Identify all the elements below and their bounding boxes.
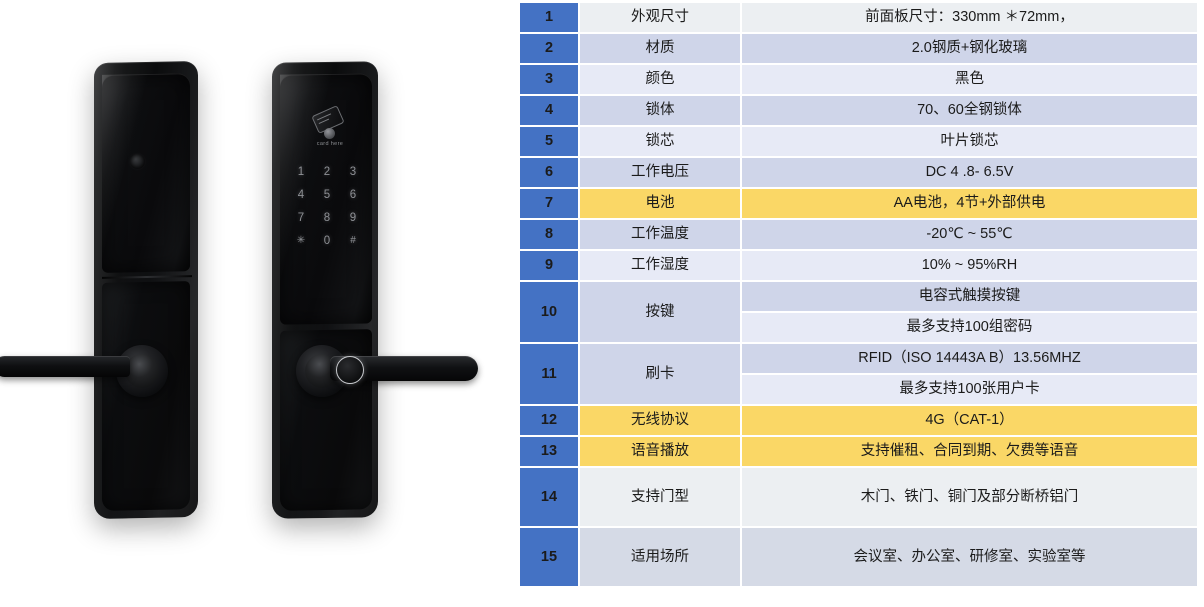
table-row: 8 工作温度 -20℃ ~ 55℃ (520, 220, 1199, 251)
row-number: 4 (520, 96, 580, 127)
row-number: 14 (520, 468, 580, 528)
key-9[interactable]: 9 (349, 212, 357, 224)
row-label: 外观尺寸 (580, 3, 742, 34)
row-number: 6 (520, 158, 580, 189)
row-label: 材质 (580, 34, 742, 65)
row-label: 工作电压 (580, 158, 742, 189)
specification-table: 1 外观尺寸 前面板尺寸：330mm ＊72mm， 2 材质 2.0钢质+钢化玻… (520, 3, 1199, 588)
touch-keypad[interactable]: 1 2 3 4 5 6 7 8 9 ✳ 0 # (292, 166, 362, 258)
row-value: 黑色 (742, 65, 1199, 96)
row-value: 2.0钢质+钢化玻璃 (742, 34, 1199, 65)
row-number: 9 (520, 251, 580, 282)
row-number: 11 (520, 344, 580, 406)
sensor-dot-icon (130, 154, 145, 169)
row-value: AA电池，4节+外部供电 (742, 189, 1199, 220)
table-subrow: 最多支持100组密码 (520, 313, 1199, 344)
row-value: 4G（CAT-1） (742, 406, 1199, 437)
row-number: 3 (520, 65, 580, 96)
rear-panel-lock (88, 61, 198, 519)
row-value: 70、60全钢锁体 (742, 96, 1199, 127)
row-value: 电容式触摸按键 (742, 282, 1199, 313)
fingerprint-sensor-ring-icon[interactable] (336, 356, 364, 384)
row-label: 电池 (580, 189, 742, 220)
row-value: RFID（ISO 14443A B）13.56MHZ (742, 344, 1199, 375)
front-panel-lock: card here 1 2 3 4 5 6 7 8 9 (268, 61, 380, 519)
row-number: 2 (520, 34, 580, 65)
product-photo-panel: card here 1 2 3 4 5 6 7 8 9 (0, 0, 515, 607)
row-label: 支持门型 (580, 468, 742, 528)
upper-glass-panel (102, 73, 190, 273)
row-label: 刷卡 (580, 344, 742, 406)
row-label: 锁芯 (580, 127, 742, 158)
key-7[interactable]: 7 (297, 212, 305, 224)
row-number: 1 (520, 3, 580, 34)
row-value: 10% ~ 95%RH (742, 251, 1199, 282)
key-2[interactable]: 2 (323, 166, 331, 178)
lever-handle-left (0, 356, 130, 377)
row-value: 最多支持100组密码 (742, 313, 1199, 344)
keypad-row: ✳ 0 # (292, 235, 362, 247)
row-label: 颜色 (580, 65, 742, 96)
table-row: 3 颜色 黑色 (520, 65, 1199, 96)
row-label: 锁体 (580, 96, 742, 127)
row-label: 语音播放 (580, 437, 742, 468)
row-label: 工作温度 (580, 220, 742, 251)
table-row-highlighted: 12 无线协议 4G（CAT-1） (520, 406, 1199, 437)
table-row: 1 外观尺寸 前面板尺寸：330mm ＊72mm， (520, 3, 1199, 34)
table-row: 9 工作湿度 10% ~ 95%RH (520, 251, 1199, 282)
table-subrow: 最多支持100张用户卡 (520, 375, 1199, 406)
row-value: 最多支持100张用户卡 (742, 375, 1199, 406)
key-8[interactable]: 8 (323, 212, 331, 224)
specification-table-panel: 1 外观尺寸 前面板尺寸：330mm ＊72mm， 2 材质 2.0钢质+钢化玻… (515, 0, 1204, 607)
key-5[interactable]: 5 (323, 189, 331, 201)
row-number: 15 (520, 528, 580, 588)
row-number: 7 (520, 189, 580, 220)
key-4[interactable]: 4 (297, 189, 305, 201)
table-row: 11 刷卡 RFID（ISO 14443A B）13.56MHZ (520, 344, 1199, 406)
key-1[interactable]: 1 (297, 166, 305, 178)
row-number: 8 (520, 220, 580, 251)
table-row: 10 按键 电容式触摸按键 (520, 282, 1199, 344)
row-value: 前面板尺寸：330mm ＊72mm， (742, 3, 1199, 34)
card-reader-zone: card here (302, 105, 358, 150)
table-row: 4 锁体 70、60全钢锁体 (520, 96, 1199, 127)
keypad-row: 1 2 3 (292, 166, 362, 178)
card-here-label: card here (316, 141, 344, 147)
row-number: 12 (520, 406, 580, 437)
table-row: 6 工作电压 DC 4 .8- 6.5V (520, 158, 1199, 189)
row-number: 10 (520, 282, 580, 344)
table-row-highlighted: 13 语音播放 支持催租、合同到期、欠费等语音 (520, 437, 1199, 468)
row-value: 木门、铁门、铜门及部分断桥铝门 (742, 468, 1199, 528)
row-value: 会议室、办公室、研修室、实验室等 (742, 528, 1199, 588)
row-value: 叶片锁芯 (742, 127, 1199, 158)
key-hash-icon[interactable]: # (350, 235, 356, 246)
key-3[interactable]: 3 (349, 166, 357, 178)
key-6[interactable]: 6 (349, 189, 357, 201)
table-row: 5 锁芯 叶片锁芯 (520, 127, 1199, 158)
row-label: 适用场所 (580, 528, 742, 588)
keypad-row: 7 8 9 (292, 212, 362, 224)
keypad-row: 4 5 6 (292, 189, 362, 201)
table-row: 2 材质 2.0钢质+钢化玻璃 (520, 34, 1199, 65)
row-number: 13 (520, 437, 580, 468)
row-value: DC 4 .8- 6.5V (742, 158, 1199, 189)
row-value: -20℃ ~ 55℃ (742, 220, 1199, 251)
table-row: 15 适用场所 会议室、办公室、研修室、实验室等 (520, 528, 1199, 588)
table-row-highlighted: 7 电池 AA电池，4节+外部供电 (520, 189, 1199, 220)
table-row: 14 支持门型 木门、铁门、铜门及部分断桥铝门 (520, 468, 1199, 528)
key-0[interactable]: 0 (323, 235, 331, 247)
row-number: 5 (520, 127, 580, 158)
row-label: 按键 (580, 282, 742, 344)
row-label: 无线协议 (580, 406, 742, 437)
card-reader-led (324, 128, 335, 139)
row-label: 工作湿度 (580, 251, 742, 282)
handle-hub-left (125, 354, 159, 388)
row-value: 支持催租、合同到期、欠费等语音 (742, 437, 1199, 468)
key-star-icon[interactable]: ✳ (296, 235, 306, 246)
